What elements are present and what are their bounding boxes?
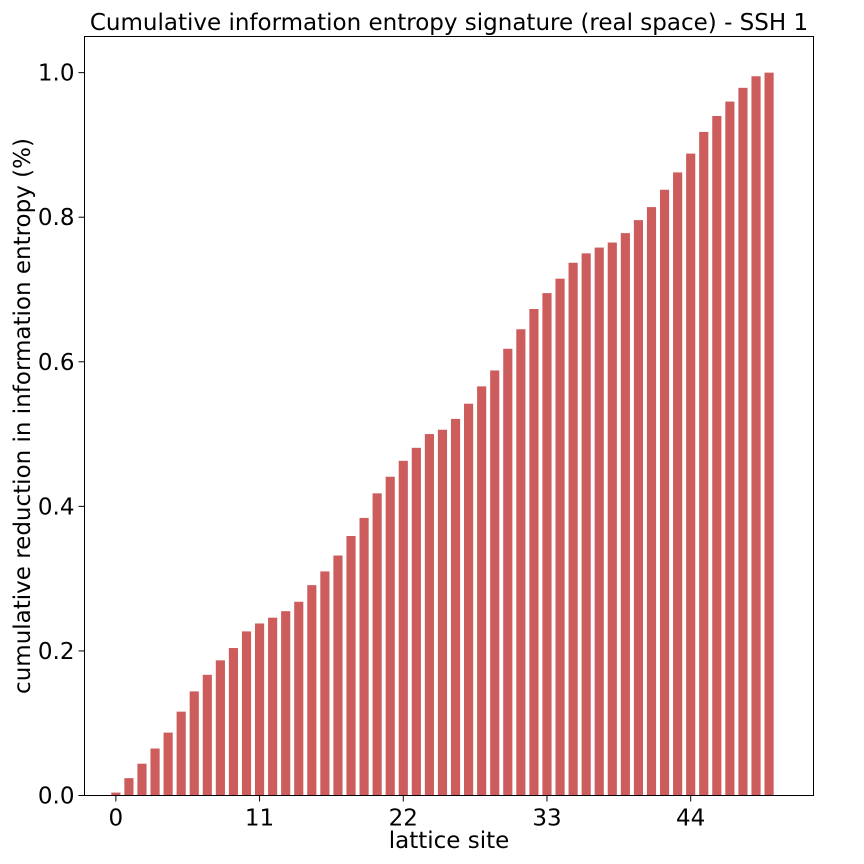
bar-site-1 (124, 778, 134, 796)
x-axis-ticks: 0 11 22 33 44 (109, 795, 705, 832)
bar-site-42 (659, 189, 670, 796)
bar-site-34 (555, 278, 565, 796)
bar-site-3 (150, 748, 160, 796)
bar-site-4 (163, 732, 173, 796)
y-axis-ticks: 0.0 0.2 0.4 0.6 0.8 1.0 (38, 61, 85, 810)
x-tick-label: 22 (389, 806, 418, 832)
bar-site-32 (529, 309, 539, 796)
plot-frame (84, 36, 814, 796)
bar-site-17 (333, 555, 343, 796)
bar-site-44 (686, 153, 696, 796)
bar-site-28 (477, 386, 487, 796)
bar-site-19 (359, 517, 369, 796)
bar-site-31 (516, 329, 526, 796)
bar-site-38 (607, 242, 617, 796)
bar-site-25 (437, 429, 448, 796)
y-axis-label: cumulative reduction in information entr… (10, 138, 36, 694)
bar-site-39 (620, 233, 630, 796)
bar-site-7 (202, 674, 212, 796)
y-tick-label: 0.0 (38, 784, 75, 810)
y-tick-label: 0.4 (38, 494, 75, 520)
y-tick-label: 0.2 (38, 639, 75, 665)
y-tick-label: 1.0 (38, 61, 75, 87)
bar-site-21 (385, 476, 395, 796)
bar-site-47 (725, 101, 735, 796)
x-axis-label: lattice site (389, 828, 510, 854)
bar-site-33 (542, 293, 552, 796)
bar-site-40 (633, 220, 644, 796)
bar-site-45 (699, 131, 709, 796)
bar-site-26 (450, 418, 461, 796)
x-tick-label: 33 (532, 806, 561, 832)
bar-site-10 (241, 631, 252, 796)
bar-site-16 (320, 571, 330, 796)
chart-title: Cumulative information entropy signature… (90, 10, 808, 36)
bar-site-46 (712, 116, 722, 796)
bar-site-48 (738, 87, 748, 796)
bars-group (111, 72, 774, 796)
bar-site-9 (228, 648, 239, 796)
bar-site-8 (215, 660, 225, 796)
bar-site-14 (294, 601, 304, 796)
bar-site-20 (372, 493, 382, 796)
bar-site-30 (503, 348, 513, 796)
bar-site-12 (268, 617, 278, 796)
x-tick-label: 44 (676, 806, 705, 832)
bar-site-11 (254, 623, 265, 796)
bar-site-13 (281, 611, 291, 796)
bar-site-22 (398, 460, 408, 796)
bar-site-15 (307, 585, 317, 796)
bar-site-35 (568, 262, 578, 796)
bar-site-0 (111, 792, 121, 796)
bar-site-23 (411, 447, 421, 796)
bar-site-6 (189, 691, 199, 796)
x-tick-label: 11 (245, 806, 274, 832)
bar-site-2 (137, 763, 147, 796)
bar-site-49 (751, 76, 761, 796)
y-tick-label: 0.8 (38, 205, 75, 231)
bar-site-43 (673, 172, 683, 796)
bar-site-27 (464, 403, 474, 796)
bar-site-50 (764, 72, 774, 796)
y-tick-label: 0.6 (38, 350, 75, 376)
bar-site-18 (346, 535, 356, 796)
bar-site-29 (490, 370, 500, 796)
x-tick-label: 0 (109, 806, 124, 832)
bar-site-41 (646, 207, 657, 796)
bar-site-24 (424, 434, 434, 796)
bar-site-37 (594, 247, 604, 796)
bar-site-36 (581, 253, 591, 796)
bar-site-5 (176, 711, 186, 796)
